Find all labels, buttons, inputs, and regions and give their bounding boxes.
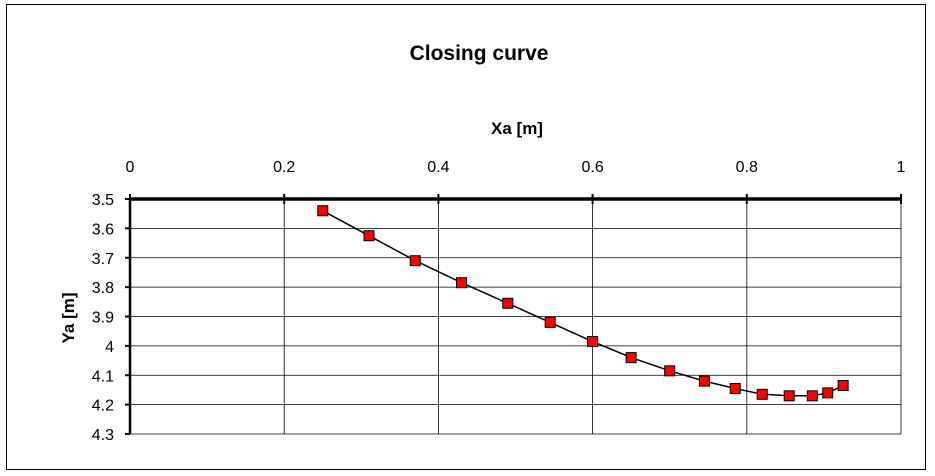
x-tick-label: 0 <box>126 159 135 176</box>
data-point <box>587 335 599 347</box>
axes <box>125 194 902 435</box>
data-point <box>625 352 637 364</box>
data-point <box>837 380 849 392</box>
data-point <box>806 390 818 402</box>
data-point <box>456 277 468 289</box>
x-tick-labels: 0 0.2 0.4 0.6 0.8 1 <box>126 159 906 176</box>
y-tick-label: 4 <box>105 339 114 356</box>
y-tick-label: 3.6 <box>92 221 114 238</box>
x-tick-label: 1 <box>897 159 906 176</box>
y-tick-label: 4.1 <box>92 368 114 385</box>
data-markers <box>317 205 849 402</box>
data-point <box>409 255 421 267</box>
data-point <box>544 316 556 328</box>
y-tick-labels: 3.5 3.6 3.7 3.8 3.9 4 4.1 4.2 4.3 <box>92 192 114 444</box>
x-tick-label: 0.6 <box>581 159 603 176</box>
data-point <box>822 387 834 399</box>
y-tick-label: 3.8 <box>92 280 114 297</box>
x-axis-label: Xa [m] <box>491 119 543 138</box>
data-point <box>756 388 768 400</box>
chart-title: Closing curve <box>410 42 549 65</box>
y-tick-label: 3.7 <box>92 251 114 268</box>
data-point <box>729 382 741 394</box>
y-tick-label: 3.9 <box>92 310 114 327</box>
x-tick-label: 0.4 <box>427 159 449 176</box>
y-axis-label: Ya [m] <box>59 292 78 343</box>
data-point <box>664 365 676 377</box>
series-line <box>322 210 844 397</box>
data-point <box>783 390 795 402</box>
y-tick-label: 4.3 <box>92 427 114 444</box>
x-tick-label: 0.2 <box>273 159 295 176</box>
y-tick-label: 3.5 <box>92 192 114 209</box>
y-tick-label: 4.2 <box>92 398 114 415</box>
data-point <box>363 230 375 242</box>
data-point <box>317 205 329 217</box>
x-tick-label: 0.8 <box>736 159 758 176</box>
chart-frame <box>6 4 926 470</box>
data-point <box>502 297 514 309</box>
data-point <box>698 375 710 387</box>
